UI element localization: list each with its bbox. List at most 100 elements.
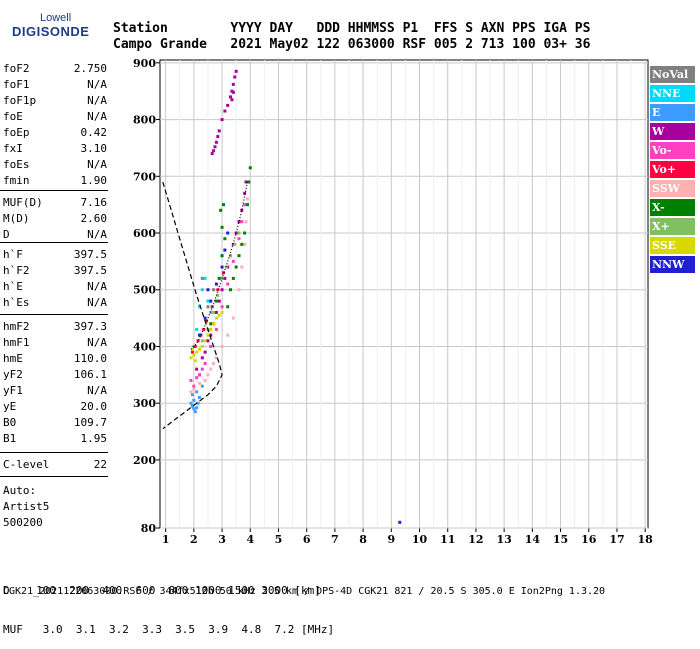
point-sse bbox=[217, 313, 221, 317]
point-ssw bbox=[226, 333, 230, 337]
point-ssw bbox=[206, 373, 210, 377]
point-x- bbox=[223, 237, 227, 241]
y-tick-label: 80 bbox=[141, 522, 157, 535]
point-vo- bbox=[197, 373, 201, 377]
param-value: 7.16 bbox=[80, 196, 108, 209]
param-name: hmF2 bbox=[3, 320, 30, 333]
param-separator bbox=[0, 452, 108, 453]
point-e bbox=[195, 406, 199, 410]
point-noval bbox=[206, 305, 210, 309]
point-x- bbox=[240, 242, 244, 246]
y-tick-label: 800 bbox=[133, 114, 156, 127]
point-vo- bbox=[243, 203, 247, 207]
point-sse bbox=[193, 359, 197, 363]
point-w bbox=[229, 95, 233, 99]
param-name: C-level bbox=[3, 458, 50, 471]
point-x- bbox=[237, 231, 241, 235]
autoscale-note: Artist5 bbox=[3, 500, 50, 513]
point-w bbox=[212, 149, 216, 153]
param-value: N/A bbox=[87, 110, 107, 123]
point-ssw bbox=[192, 387, 196, 391]
muf-table-distance-row: D 100 200 400 600 800 1000 1500 3000 [km… bbox=[3, 584, 321, 597]
param-value: 397.5 bbox=[73, 248, 107, 261]
point-noval bbox=[212, 288, 216, 292]
point-ssw bbox=[220, 344, 224, 348]
point-nnw bbox=[220, 265, 224, 269]
point-nnw bbox=[206, 288, 210, 292]
point-ssw bbox=[231, 316, 235, 320]
param-name: foEp bbox=[3, 126, 30, 139]
point-x- bbox=[220, 254, 224, 258]
x-tick-label: 15 bbox=[553, 533, 568, 546]
point-w bbox=[237, 220, 241, 224]
point-x- bbox=[209, 322, 213, 326]
point-x- bbox=[200, 339, 204, 343]
point-nnw bbox=[203, 316, 207, 320]
x-tick-label: 4 bbox=[246, 533, 254, 546]
point-e bbox=[192, 407, 196, 411]
param-row-fxi: fxI 3.10 bbox=[3, 140, 107, 158]
point-nnw bbox=[398, 520, 402, 524]
x-tick-label: 8 bbox=[359, 533, 367, 546]
param-value: 2.60 bbox=[80, 212, 108, 225]
legend-item-w: W bbox=[650, 123, 695, 140]
param-name: hmE bbox=[3, 352, 23, 365]
point-x- bbox=[231, 276, 235, 280]
point-w bbox=[233, 75, 237, 79]
point-ssw bbox=[244, 220, 248, 224]
param-separator bbox=[0, 314, 108, 315]
param-row-foep: foEp 0.42 bbox=[3, 124, 107, 142]
point-ssw bbox=[243, 242, 247, 246]
point-sse bbox=[206, 333, 210, 337]
x-tick-label: 13 bbox=[496, 533, 511, 546]
legend-item-vo-: Vo- bbox=[650, 142, 695, 159]
x-tick-label: 11 bbox=[440, 533, 455, 546]
footer-info: CGK21_2021122063000.RSF / 344fx512h 50 k… bbox=[3, 586, 606, 597]
point-x- bbox=[243, 231, 247, 235]
param-value: N/A bbox=[87, 384, 107, 397]
param-name: M(D) bbox=[3, 212, 30, 225]
point-vo- bbox=[209, 344, 213, 348]
y-tick-label: 500 bbox=[133, 284, 156, 297]
param-value: N/A bbox=[87, 228, 107, 241]
point-vo- bbox=[196, 339, 200, 343]
param-value: 22 bbox=[93, 458, 107, 471]
param-row-foe: foE N/A bbox=[3, 108, 107, 126]
param-name: B1 bbox=[3, 432, 17, 445]
point-vo- bbox=[214, 327, 218, 331]
param-row-h-e: h`E N/A bbox=[3, 278, 107, 296]
legend-item-vo-: Vo+ bbox=[650, 161, 695, 178]
param-name: foEs bbox=[3, 158, 30, 171]
x-tick-label: 9 bbox=[387, 533, 395, 546]
legend-item-x-: X+ bbox=[650, 218, 695, 235]
point-e bbox=[195, 390, 199, 394]
point-w bbox=[200, 356, 204, 360]
param-separator bbox=[0, 242, 108, 243]
point-x- bbox=[216, 293, 220, 297]
param-name: D bbox=[3, 228, 10, 241]
point-e bbox=[192, 398, 196, 402]
point-x- bbox=[248, 166, 252, 170]
point-nne bbox=[206, 299, 210, 303]
point-e bbox=[196, 401, 200, 405]
point-nne bbox=[203, 276, 207, 280]
point-sse bbox=[195, 350, 199, 354]
y-tick-label: 300 bbox=[133, 397, 156, 410]
logo-lowell: Lowell bbox=[40, 12, 72, 24]
param-name: fmin bbox=[3, 174, 30, 187]
point-vo- bbox=[192, 384, 196, 388]
param-separator bbox=[0, 476, 108, 477]
param-value: 1.90 bbox=[80, 174, 108, 187]
y-tick-label: 600 bbox=[133, 227, 156, 240]
param-name: fxI bbox=[3, 142, 23, 155]
param-row-c-level: C-level 22 bbox=[3, 456, 107, 474]
param-value: N/A bbox=[87, 94, 107, 107]
point-vo- bbox=[203, 361, 207, 365]
point-x- bbox=[229, 254, 233, 258]
point-e bbox=[197, 396, 201, 400]
point-ssw bbox=[209, 367, 213, 371]
point-vo- bbox=[231, 259, 235, 263]
x-tick-label: 6 bbox=[303, 533, 311, 546]
point-nnw bbox=[223, 248, 227, 252]
point-e bbox=[193, 410, 197, 414]
